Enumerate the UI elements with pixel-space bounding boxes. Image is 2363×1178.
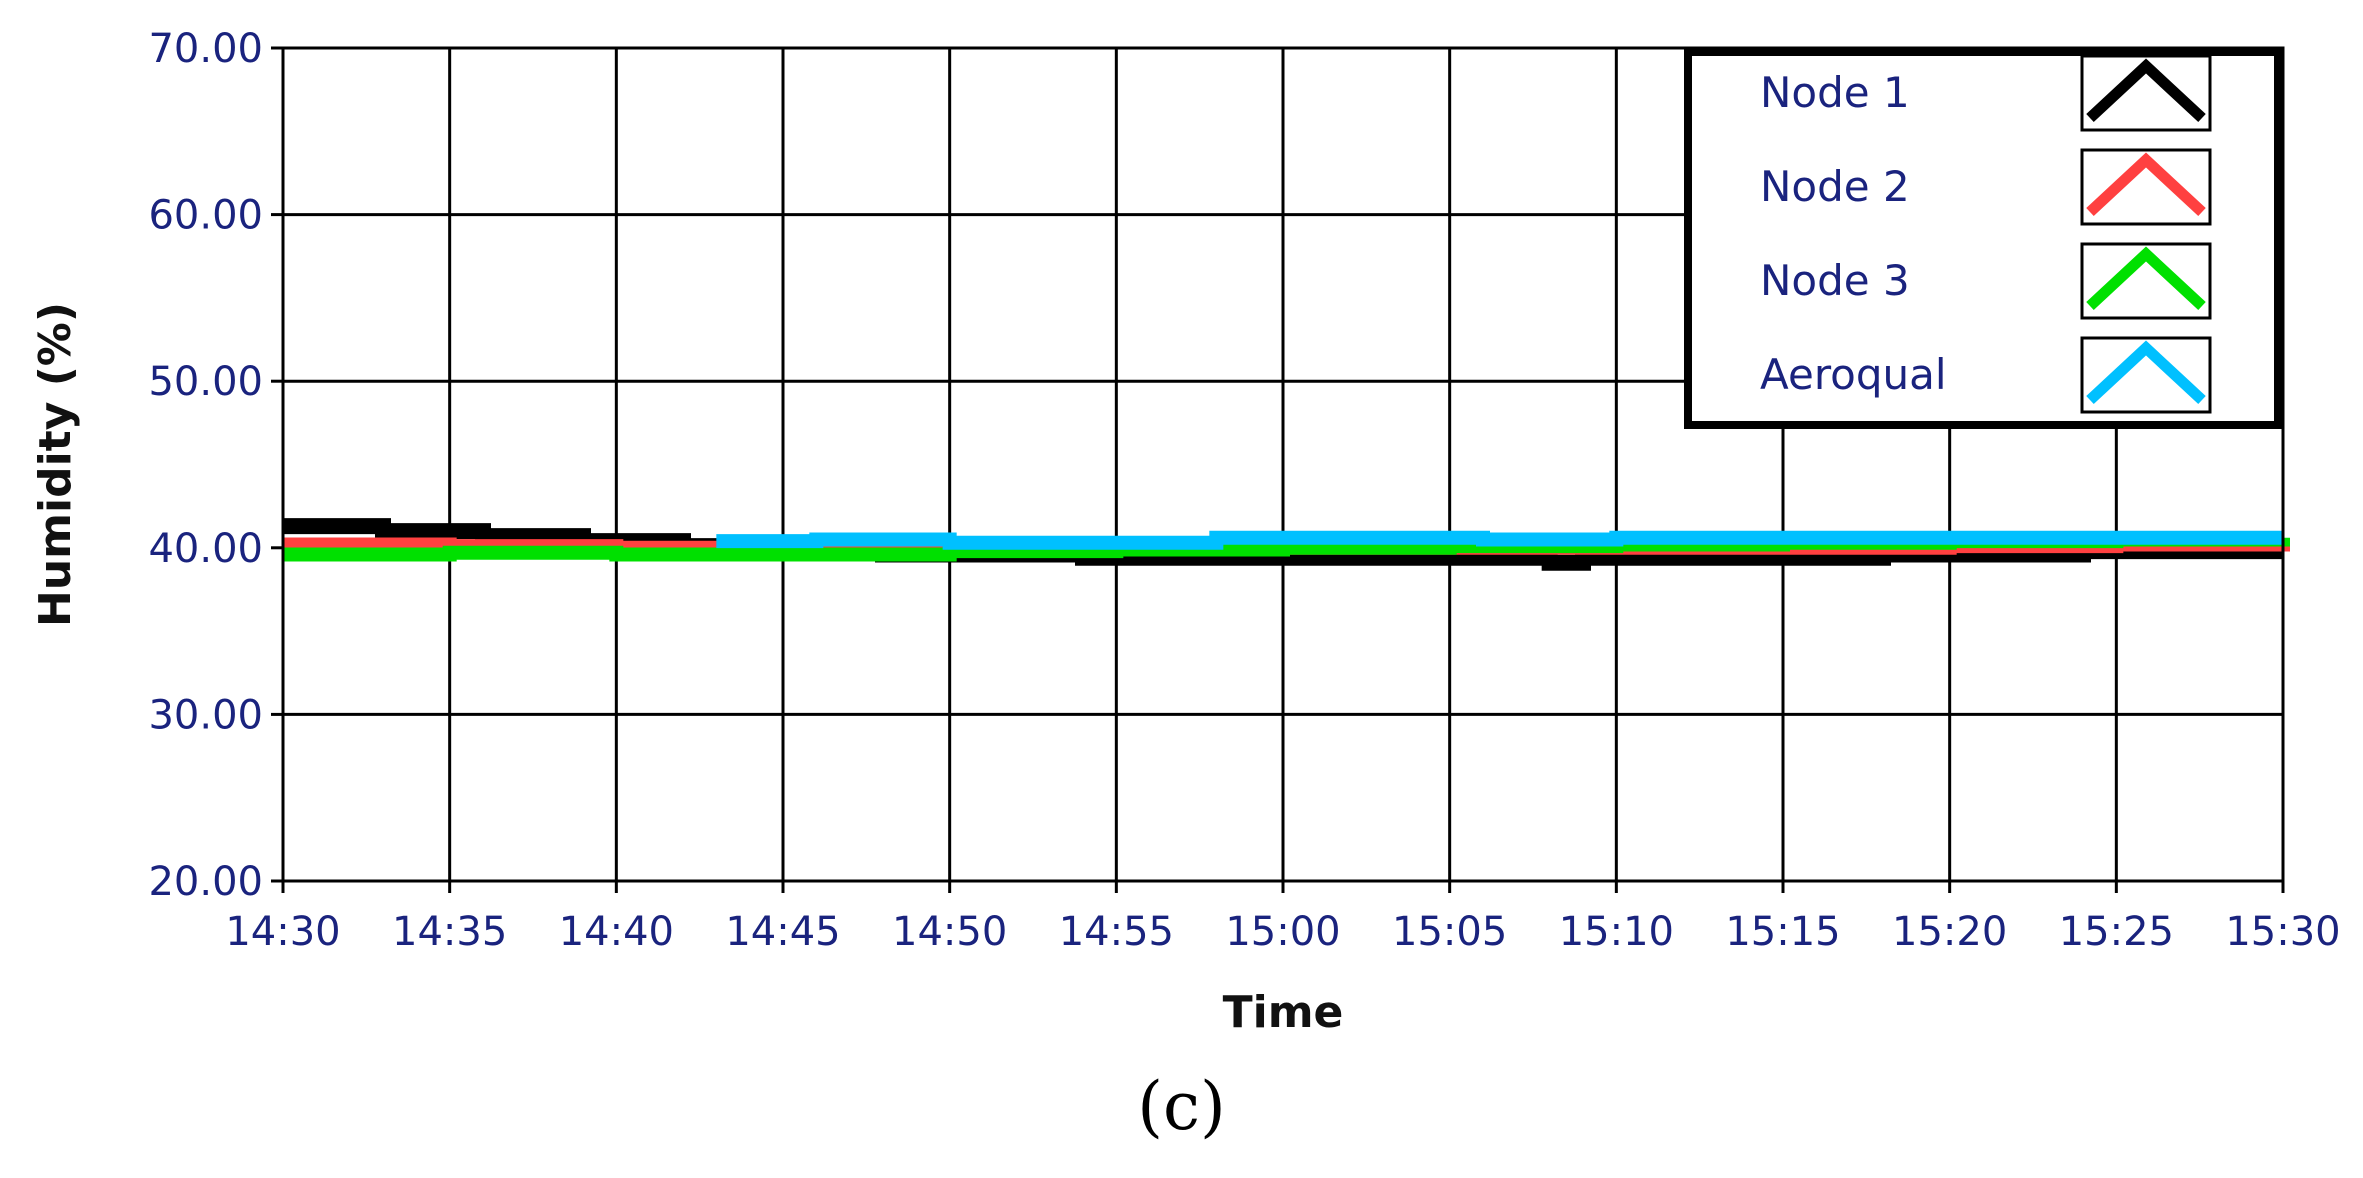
x-tick-label: 15:15 <box>1725 909 1840 955</box>
x-tick-label: 15:30 <box>2225 909 2340 955</box>
y-tick-label: 20.00 <box>148 859 263 905</box>
x-axis-title: Time <box>1223 987 1344 1038</box>
legend-swatch-aeroqual <box>2086 340 2206 405</box>
x-tick-label: 14:30 <box>225 909 340 955</box>
series-node-1-line <box>283 518 2283 571</box>
legend-swatch-node-3 <box>2086 246 2206 311</box>
legend-label: Node 2 <box>1760 162 1910 211</box>
legend: Node 1 Node 2 Node 3 Aeroqual <box>1684 48 2282 429</box>
y-tick-label: 40.00 <box>148 526 263 572</box>
legend-label: Aeroqual <box>1760 350 1947 399</box>
y-axis-title: Humidity (%) <box>30 302 81 627</box>
y-tick-label: 30.00 <box>148 692 263 738</box>
legend-swatch-node-1 <box>2086 58 2206 123</box>
x-tick-label: 14:50 <box>892 909 1007 955</box>
x-tick-label: 15:10 <box>1559 909 1674 955</box>
x-tick-label: 14:55 <box>1059 909 1174 955</box>
axes: 14:30 14:35 14:40 14:45 14:50 14:55 15:00 15:05… <box>148 26 2340 955</box>
x-tick-label: 14:45 <box>725 909 840 955</box>
series-layer <box>283 518 2290 571</box>
x-tick-label: 14:35 <box>392 909 507 955</box>
x-tick-label: 15:00 <box>1225 909 1340 955</box>
x-tick-label: 15:25 <box>2059 909 2174 955</box>
legend-label: Node 1 <box>1760 68 1910 117</box>
x-tick-label: 15:05 <box>1392 909 1507 955</box>
legend-swatch-node-2 <box>2086 152 2206 217</box>
x-tick-label: 14:40 <box>559 909 674 955</box>
series-aeroqual-line <box>716 530 2283 550</box>
y-tick-label: 60.00 <box>148 193 263 239</box>
y-tick-label: 70.00 <box>148 26 263 72</box>
figure-caption: (c) <box>1137 1068 1226 1145</box>
legend-label: Node 3 <box>1760 256 1910 305</box>
x-tick-label: 15:20 <box>1892 909 2007 955</box>
legend-swatch-box <box>2080 336 2212 414</box>
y-tick-label: 50.00 <box>148 359 263 405</box>
plot-frame <box>281 46 2285 883</box>
